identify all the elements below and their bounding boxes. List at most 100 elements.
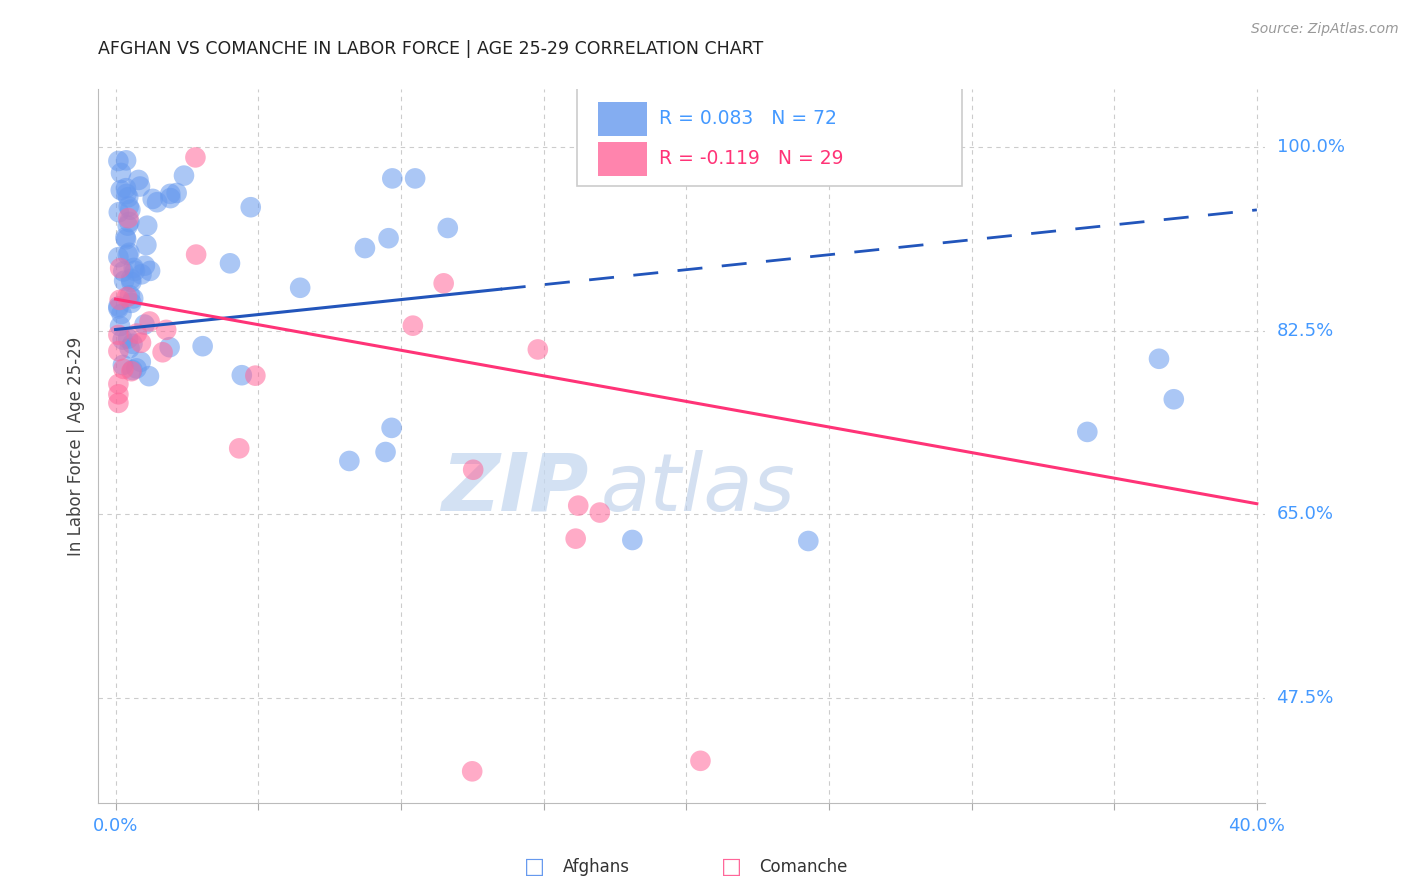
Point — [107, 376, 129, 391]
Point — [108, 293, 131, 307]
Point — [107, 250, 129, 264]
Point — [231, 368, 253, 383]
Text: Comanche: Comanche — [759, 858, 848, 876]
FancyBboxPatch shape — [598, 102, 647, 136]
FancyBboxPatch shape — [576, 86, 962, 186]
Point — [228, 442, 250, 456]
Point — [797, 534, 820, 549]
Point — [117, 211, 139, 226]
Point — [166, 186, 188, 200]
Point — [159, 340, 181, 354]
Point — [117, 219, 139, 233]
Point — [114, 230, 136, 244]
Point — [402, 318, 425, 333]
Point — [239, 200, 262, 214]
Point — [527, 343, 550, 357]
Point — [134, 318, 156, 332]
Point — [564, 532, 586, 546]
Point — [117, 190, 139, 204]
Point — [436, 221, 458, 235]
Point — [118, 288, 141, 302]
Point — [173, 169, 195, 183]
Point — [122, 292, 145, 306]
Text: □: □ — [524, 857, 544, 877]
Point — [219, 256, 242, 270]
Point — [377, 231, 399, 245]
Point — [112, 264, 135, 278]
Point — [288, 281, 311, 295]
Point — [120, 364, 142, 378]
Point — [381, 171, 404, 186]
Point — [1147, 351, 1170, 366]
Point — [110, 183, 132, 197]
Text: 82.5%: 82.5% — [1277, 321, 1334, 340]
Point — [120, 202, 142, 217]
Point — [118, 215, 141, 229]
Point — [122, 260, 145, 275]
Point — [138, 369, 160, 384]
Point — [128, 173, 150, 187]
Point — [120, 296, 142, 310]
Point — [107, 205, 129, 219]
Point — [689, 754, 711, 768]
Point — [159, 191, 181, 205]
Point — [107, 300, 129, 314]
Point — [124, 264, 146, 278]
Point — [111, 333, 134, 347]
Text: 100.0%: 100.0% — [1277, 138, 1344, 156]
Point — [155, 323, 177, 337]
Point — [121, 363, 143, 377]
Point — [337, 454, 360, 468]
Text: 47.5%: 47.5% — [1277, 689, 1334, 706]
Point — [121, 336, 143, 351]
Text: R = -0.119   N = 29: R = -0.119 N = 29 — [658, 149, 844, 169]
Point — [129, 355, 152, 369]
Point — [404, 171, 426, 186]
Point — [138, 314, 160, 328]
Point — [107, 301, 129, 316]
Point — [146, 195, 169, 210]
Text: AFGHAN VS COMANCHE IN LABOR FORCE | AGE 25-29 CORRELATION CHART: AFGHAN VS COMANCHE IN LABOR FORCE | AGE … — [98, 40, 763, 58]
Point — [120, 275, 142, 289]
Point — [117, 248, 139, 262]
Point — [115, 181, 138, 195]
Point — [159, 186, 181, 201]
Point — [107, 387, 129, 401]
Point — [139, 264, 162, 278]
Point — [120, 272, 142, 286]
Point — [129, 179, 152, 194]
Point — [621, 533, 644, 547]
FancyBboxPatch shape — [598, 142, 647, 176]
Text: ZIP: ZIP — [441, 450, 589, 528]
Point — [184, 247, 207, 261]
Point — [111, 358, 134, 372]
Point — [129, 335, 152, 350]
Point — [354, 241, 377, 255]
Point — [134, 259, 156, 273]
Point — [118, 245, 141, 260]
Point — [112, 274, 135, 288]
Point — [589, 506, 612, 520]
Point — [107, 396, 129, 410]
Point — [142, 192, 165, 206]
Point — [107, 153, 129, 168]
Text: R = 0.083   N = 72: R = 0.083 N = 72 — [658, 110, 837, 128]
Text: Source: ZipAtlas.com: Source: ZipAtlas.com — [1251, 22, 1399, 37]
Point — [374, 445, 396, 459]
Point — [108, 319, 131, 334]
Point — [463, 463, 485, 477]
Point — [125, 361, 148, 376]
Point — [112, 362, 135, 376]
Text: □: □ — [721, 857, 741, 877]
Point — [567, 499, 589, 513]
Point — [433, 277, 456, 291]
Point — [110, 307, 132, 321]
Text: atlas: atlas — [600, 450, 794, 528]
Point — [108, 261, 131, 276]
Text: 65.0%: 65.0% — [1277, 505, 1333, 524]
Point — [115, 186, 138, 201]
Point — [110, 166, 132, 180]
Point — [245, 368, 267, 383]
Point — [1163, 392, 1185, 407]
Point — [115, 290, 138, 304]
